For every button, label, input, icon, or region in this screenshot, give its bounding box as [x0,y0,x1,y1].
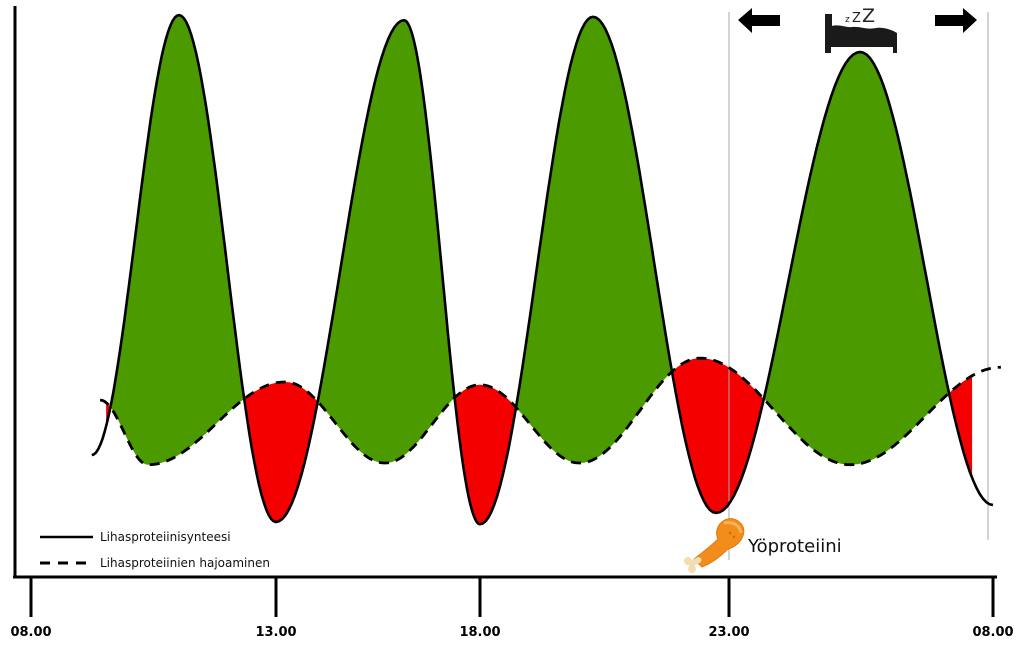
area-fills [106,15,973,525]
x-tick-label: 08.00 [972,625,1013,640]
series-line-synthesis [91,13,994,526]
legend: Lihasproteiinisynteesi Lihasproteiinien … [40,530,270,570]
annotation-night-protein: Yöproteiini [747,536,842,557]
arrow-right-icon [935,8,977,33]
sleeping-bed-icon: z Z Z [825,5,897,53]
sleep-zzz-mid: Z [852,11,861,26]
chicken-drumstick-icon [684,518,745,573]
sleep-zzz-big: Z [862,5,875,27]
sleep-zzz: z [845,15,850,25]
x-tick-label: 23.00 [708,625,749,640]
x-ticks: 08.00 13.00 18.00 23.00 08.00 [10,578,1014,640]
anabolic-area [111,15,950,465]
catabolic-area [106,358,973,525]
x-tick-label: 13.00 [255,625,296,640]
legend-label-breakdown: Lihasproteiinien hajoaminen [100,556,270,570]
x-tick-label: 18.00 [459,625,500,640]
legend-label-synthesis: Lihasproteiinisynteesi [100,530,231,544]
arrow-left-icon [738,8,780,33]
x-tick-label: 08.00 [10,625,51,640]
